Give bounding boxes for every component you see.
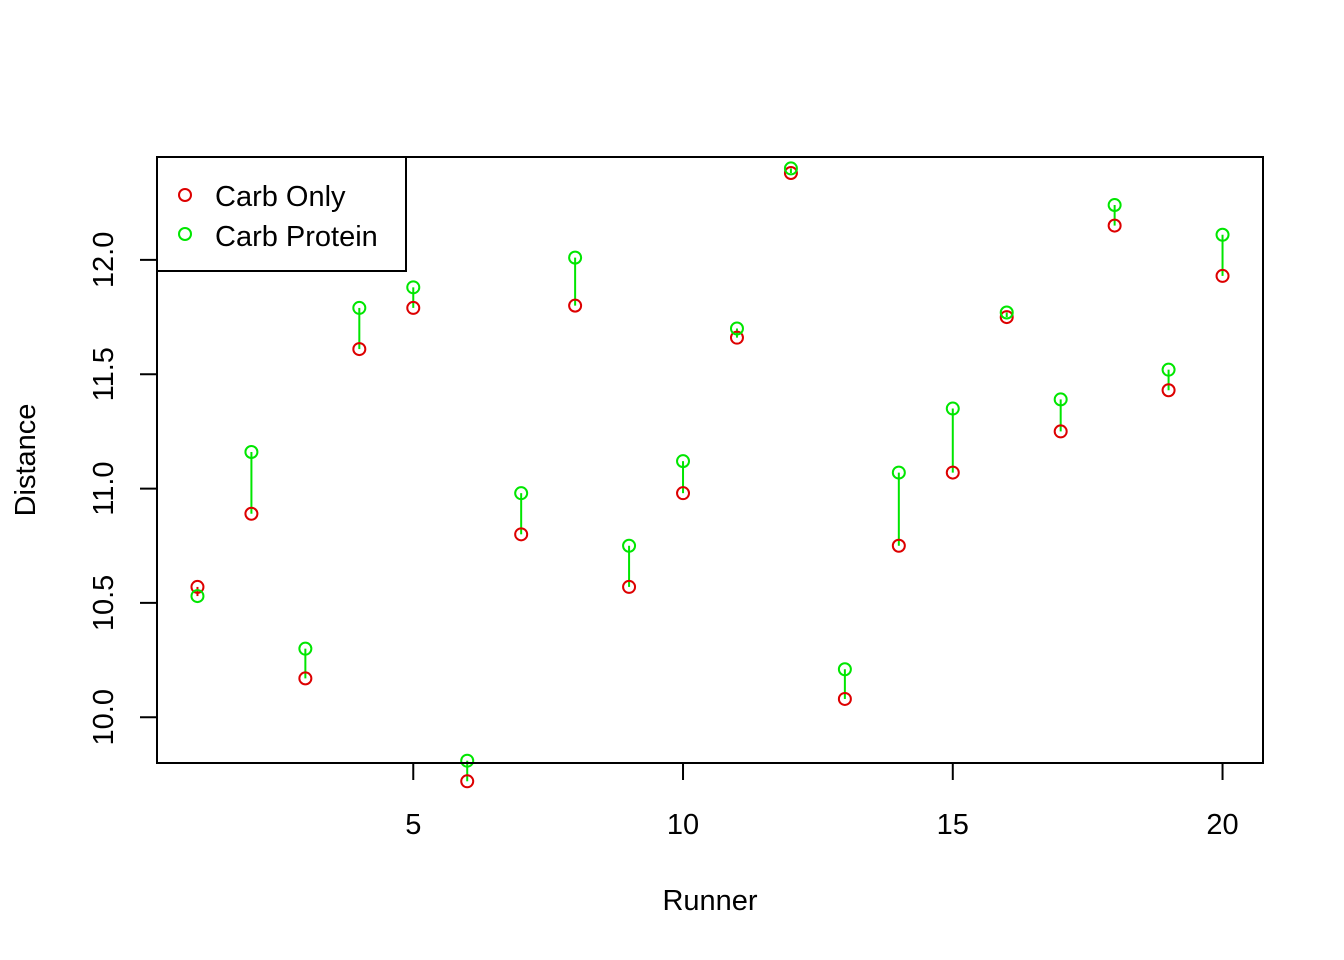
carb-protein-point: [244, 444, 259, 459]
carb-protein-point: [298, 641, 313, 656]
legend-label-carb-only: Carb Only: [215, 181, 346, 213]
carb-only-point: [460, 774, 475, 789]
carb-only-point: [514, 527, 529, 542]
legend-marker-carb-only: [178, 188, 192, 202]
carb-protein-point: [352, 300, 367, 315]
carb-only-point: [568, 298, 583, 313]
carb-protein-point: [514, 486, 529, 501]
carb-protein-point: [622, 538, 637, 553]
y-tick-label: 10.0: [88, 689, 120, 745]
carb-only-point: [1161, 383, 1176, 398]
carb-only-point: [837, 691, 852, 706]
carb-only-point: [945, 465, 960, 480]
carb-protein-point: [1215, 227, 1230, 242]
carb-protein-point: [891, 465, 906, 480]
legend: Carb Only Carb Protein: [156, 156, 407, 272]
carb-only-point: [1107, 218, 1122, 233]
y-tick-label: 11.5: [88, 347, 120, 401]
carb-only-point: [190, 579, 205, 594]
carb-only-point: [676, 486, 691, 501]
legend-marker-carb-protein: [178, 227, 192, 241]
x-axis-label: Runner: [662, 885, 757, 917]
y-axis-label: Distance: [10, 404, 42, 517]
x-tick-label: 15: [937, 809, 969, 841]
x-tick-label: 5: [405, 809, 421, 841]
legend-box: [156, 156, 407, 272]
carb-only-point: [406, 300, 421, 315]
y-tick-label: 11.0: [88, 461, 120, 515]
legend-label-carb-protein: Carb Protein: [215, 221, 378, 253]
points-group: [190, 161, 1230, 789]
carb-only-point: [729, 330, 744, 345]
carb-protein-point: [783, 161, 798, 176]
x-tick-label: 20: [1206, 809, 1238, 841]
y-tick-label: 10.5: [88, 575, 120, 631]
carb-protein-point: [190, 589, 205, 604]
carb-protein-point: [1053, 392, 1068, 407]
carb-protein-point: [999, 305, 1014, 320]
carb-protein-point: [1107, 198, 1122, 213]
carb-protein-point: [729, 321, 744, 336]
carb-protein-point: [1161, 362, 1176, 377]
carb-protein-point: [837, 662, 852, 677]
carb-only-point: [1215, 268, 1230, 283]
carb-only-point: [244, 506, 259, 521]
carb-only-point: [891, 538, 906, 553]
carb-protein-point: [676, 454, 691, 469]
y-tick-label: 12.0: [88, 232, 120, 288]
x-tick-label: 10: [667, 809, 699, 841]
carb-only-point: [1053, 424, 1068, 439]
carb-protein-point: [568, 250, 583, 265]
carb-only-point: [622, 579, 637, 594]
x-axis: 5 10 15 20: [405, 762, 1239, 841]
carb-only-point: [298, 671, 313, 686]
carb-only-point: [783, 166, 798, 181]
carb-protein-point: [406, 280, 421, 295]
carb-protein-point: [460, 753, 475, 768]
carb-only-point: [999, 310, 1014, 325]
y-axis: 10.0 10.5 11.0 11.5 12.0: [88, 232, 158, 745]
carb-protein-point: [945, 401, 960, 416]
carb-only-point: [352, 342, 367, 357]
